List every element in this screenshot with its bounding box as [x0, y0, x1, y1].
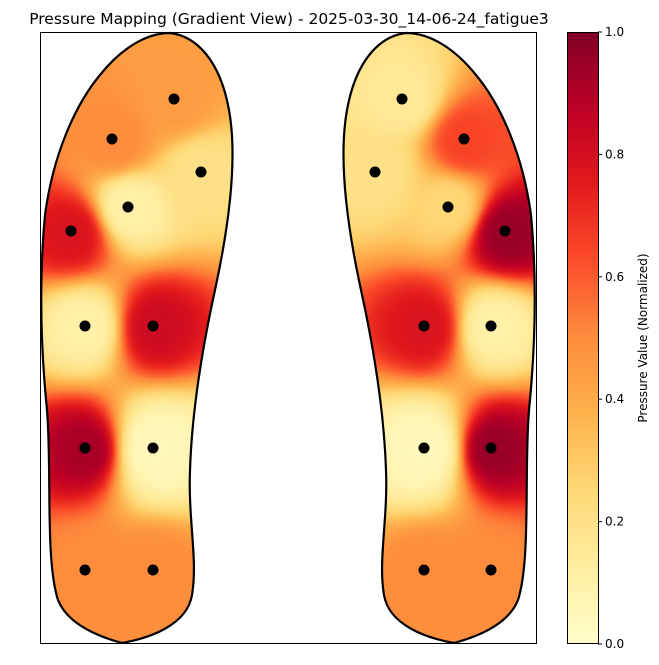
left-sensor-forefoot-upper-inner [122, 201, 134, 213]
right-sensor-heel-outer [485, 564, 497, 576]
left-sensor-heel-outer [79, 564, 91, 576]
left-sensor-forefoot-lower-outer [65, 225, 77, 237]
left-sensor-forefoot-lower-inner [147, 442, 159, 454]
colorbar-tick-label: 0.2 [605, 515, 624, 529]
colorbar-label: Pressure Value (Normalized) [636, 253, 650, 422]
right-sensor-toe-inner [396, 93, 408, 105]
left-foot-outline [40, 31, 234, 645]
right-foot-sensors [369, 93, 511, 576]
colorbar-tick-label: 0.8 [605, 147, 624, 161]
right-sensor-forefoot-lower-outer [499, 225, 511, 237]
right-sensor-rearfoot-outer [485, 442, 497, 454]
right-sensor-forefoot-upper-inner [369, 166, 381, 178]
colorbar-gradient [567, 32, 598, 644]
colorbar-tick-label: 1.0 [605, 25, 624, 39]
left-sensor-toe-inner [106, 133, 118, 145]
left-sensor-midfoot-inner [147, 320, 159, 332]
left-foot-sensors [65, 93, 207, 576]
left-sensor-heel-inner [147, 564, 159, 576]
left-sensor-forefoot-upper-outer [195, 166, 207, 178]
left-sensor-midfoot-outer [79, 320, 91, 332]
colorbar-tick-label: 0.0 [605, 637, 624, 651]
colorbar: 0.0 0.2 0.4 0.6 0.8 1.0 Pressure Value (Norma… [567, 25, 650, 651]
right-sensor-midfoot-inner [418, 320, 430, 332]
right-sensor-toe-outer [458, 133, 470, 145]
colorbar-tick-label: 0.4 [605, 392, 624, 406]
left-sensor-rearfoot-outer [79, 442, 91, 454]
left-sensor-toe-outer [168, 93, 180, 105]
right-foot-outline [342, 31, 536, 645]
right-sensor-forefoot-upper-outer [442, 201, 454, 213]
colorbar-ticks: 0.0 0.2 0.4 0.6 0.8 1.0 [598, 25, 624, 651]
right-sensor-midfoot-outer [485, 320, 497, 332]
right-sensor-heel-inner [418, 564, 430, 576]
colorbar-tick-label: 0.6 [605, 270, 624, 284]
left-foot [40, 31, 234, 645]
colorbar-frame [567, 32, 599, 644]
right-sensor-forefoot-lower-inner [418, 442, 430, 454]
chart-title: Pressure Mapping (Gradient View) - 2025-… [29, 10, 549, 29]
